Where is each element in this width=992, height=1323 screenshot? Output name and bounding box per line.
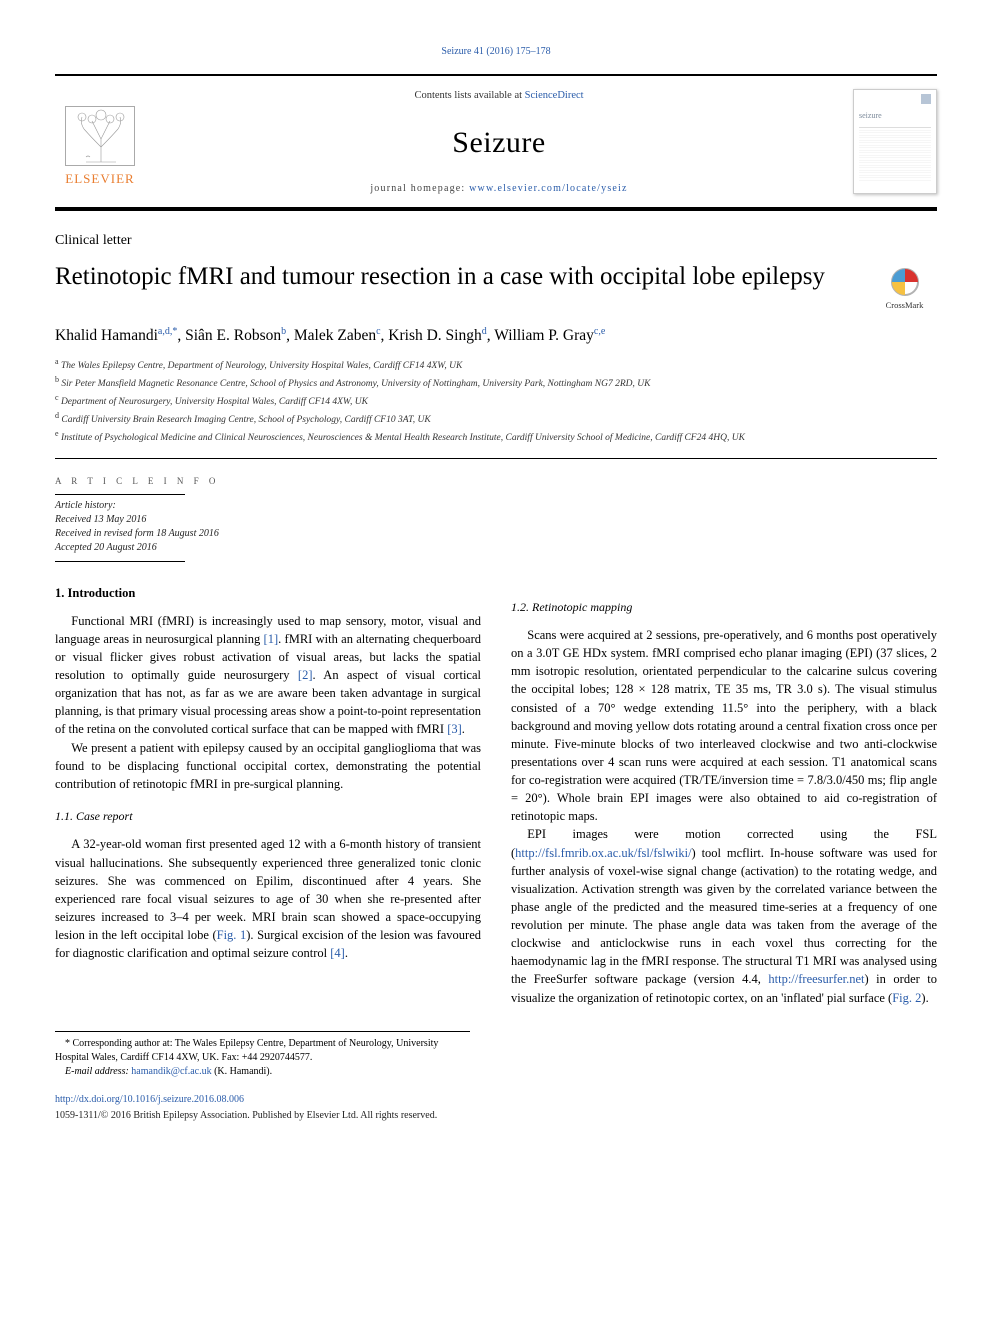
copyright-line: 1059-1311/© 2016 British Epilepsy Associ… [55, 1109, 937, 1124]
citation-ref[interactable]: [4] [330, 946, 345, 960]
aff-tag: d [55, 411, 59, 420]
subsection-heading: 1.2. Retinotopic mapping [511, 599, 937, 616]
contents-prefix: Contents lists available at [414, 90, 524, 101]
doi-line: http://dx.doi.org/10.1016/j.seizure.2016… [55, 1093, 937, 1108]
doi-link[interactable]: http://dx.doi.org/10.1016/j.seizure.2016… [55, 1094, 244, 1105]
journal-header: ELSEVIER Contents lists available at Sci… [55, 74, 937, 211]
contents-lists-line: Contents lists available at ScienceDirec… [167, 88, 831, 103]
elsevier-wordmark: ELSEVIER [65, 170, 134, 189]
info-divider [55, 494, 185, 495]
citation-ref[interactable]: [3] [447, 722, 462, 736]
journal-homepage-line: journal homepage: www.elsevier.com/locat… [167, 182, 831, 197]
citation-line: Seizure 41 (2016) 175–178 [55, 45, 937, 60]
cover-title: seizure [859, 110, 931, 122]
homepage-link[interactable]: www.elsevier.com/locate/yseiz [469, 183, 628, 194]
history-received: Received 13 May 2016 [55, 513, 461, 527]
author-ref[interactable]: c [376, 326, 380, 337]
section-heading: 1. Introduction [55, 584, 481, 602]
paragraph: EPI images were motion corrected using t… [511, 825, 937, 1006]
history-label: Article history: [55, 499, 461, 513]
affiliation: b Sir Peter Mansfield Magnetic Resonance… [55, 374, 937, 392]
crossmark-icon [890, 267, 920, 297]
cover-lines-graphic [859, 127, 931, 181]
article-type: Clinical letter [55, 231, 937, 251]
cover-corner-icon [921, 94, 931, 104]
aff-text: The Wales Epilepsy Centre, Department of… [61, 361, 462, 371]
citation-ref[interactable]: [2] [298, 668, 313, 682]
history-revised: Received in revised form 18 August 2016 [55, 527, 461, 541]
aff-tag: e [55, 429, 59, 438]
text-run: ). [921, 991, 928, 1005]
author-ref[interactable]: d [482, 326, 487, 337]
author-ref[interactable]: c,e [594, 326, 605, 337]
footnotes: * Corresponding author at: The Wales Epi… [55, 1031, 470, 1079]
crossmark-badge[interactable]: CrossMark [872, 261, 937, 311]
aff-tag: c [55, 393, 59, 402]
affiliation: e Institute of Psychological Medicine an… [55, 428, 937, 446]
paragraph: A 32-year-old woman first presented aged… [55, 835, 481, 962]
journal-title: Seizure [167, 121, 831, 165]
aff-tag: b [55, 375, 59, 384]
author-name: Malek Zaben [294, 327, 376, 344]
citation-ref[interactable]: [1] [264, 632, 279, 646]
aff-text: Department of Neurosurgery, University H… [61, 397, 368, 407]
author-ref[interactable]: b [281, 326, 286, 337]
aff-text: Sir Peter Mansfield Magnetic Resonance C… [61, 379, 650, 389]
paragraph: Scans were acquired at 2 sessions, pre-o… [511, 626, 937, 825]
affiliations: a The Wales Epilepsy Centre, Department … [55, 356, 937, 446]
journal-cover-thumbnail[interactable]: seizure [853, 89, 937, 194]
citation-link[interactable]: Seizure 41 (2016) 175–178 [441, 46, 550, 57]
authors-line: Khalid Hamandia,d,*, Siân E. Robsonb, Ma… [55, 325, 937, 348]
article-info-heading: A R T I C L E I N F O [55, 475, 461, 488]
affiliation: c Department of Neurosurgery, University… [55, 392, 937, 410]
text-run: . [462, 722, 465, 736]
text-run: A 32-year-old woman first presented aged… [55, 837, 481, 942]
figure-ref[interactable]: Fig. 2 [892, 991, 921, 1005]
affiliation: d Cardiff University Brain Research Imag… [55, 410, 937, 428]
email-line: E-mail address: hamandik@cf.ac.uk (K. Ha… [55, 1065, 470, 1079]
affiliation: a The Wales Epilepsy Centre, Department … [55, 356, 937, 374]
elsevier-logo[interactable]: ELSEVIER [55, 94, 145, 189]
corresponding-author: * Corresponding author at: The Wales Epi… [55, 1037, 470, 1065]
author-email-link[interactable]: hamandik@cf.ac.uk [131, 1066, 211, 1077]
email-label: E-mail address: [65, 1066, 131, 1077]
external-link[interactable]: http://freesurfer.net [768, 972, 864, 986]
text-run: . [345, 946, 348, 960]
external-link[interactable]: http://fsl.fmrib.ox.ac.uk/fsl/fslwiki/ [515, 846, 691, 860]
info-divider [55, 561, 185, 562]
sciencedirect-link[interactable]: ScienceDirect [525, 90, 584, 101]
subsection-heading: 1.1. Case report [55, 808, 481, 825]
crossmark-label: CrossMark [886, 300, 924, 310]
author-name: Krish D. Singh [388, 327, 481, 344]
author-name: William P. Gray [494, 327, 594, 344]
history-accepted: Accepted 20 August 2016 [55, 541, 461, 555]
header-center: Contents lists available at ScienceDirec… [167, 86, 831, 197]
aff-text: Cardiff University Brain Research Imagin… [61, 415, 430, 425]
figure-ref[interactable]: Fig. 1 [217, 928, 247, 942]
text-run: ) tool mcflirt. In-house software was us… [511, 846, 937, 987]
paragraph: We present a patient with epilepsy cause… [55, 739, 481, 793]
divider [55, 458, 937, 459]
article-info-block: A R T I C L E I N F O Article history: R… [55, 475, 461, 562]
aff-tag: a [55, 357, 59, 366]
homepage-label: journal homepage: [370, 183, 469, 194]
author-name: Siân E. Robson [185, 327, 281, 344]
aff-text: Institute of Psychological Medicine and … [61, 433, 745, 443]
article-body: 1. Introduction Functional MRI (fMRI) is… [55, 584, 937, 1007]
author-ref[interactable]: a,d,* [158, 326, 177, 337]
article-title: Retinotopic fMRI and tumour resection in… [55, 261, 854, 292]
elsevier-tree-icon [65, 106, 135, 166]
email-tail: (K. Hamandi). [212, 1066, 273, 1077]
paragraph: Functional MRI (fMRI) is increasingly us… [55, 612, 481, 739]
author-name: Khalid Hamandi [55, 327, 158, 344]
